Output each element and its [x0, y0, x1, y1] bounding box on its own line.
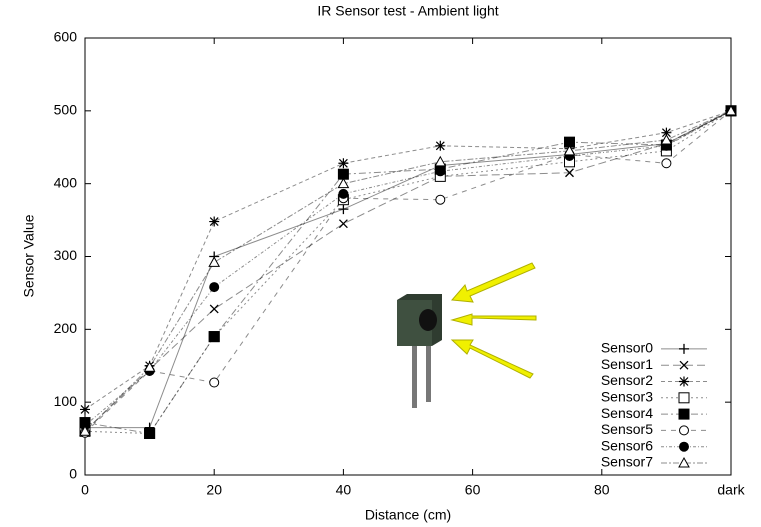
legend-marker [679, 425, 689, 436]
series-line [84, 110, 732, 410]
marker [434, 155, 447, 167]
legend-marker [679, 343, 689, 354]
legend-marker [678, 392, 690, 404]
legend-label: Sensor3 [601, 389, 653, 405]
x-tick-label: 20 [206, 482, 222, 498]
marker [338, 219, 348, 229]
sensor-leg [426, 340, 431, 402]
marker [208, 331, 220, 343]
x-tick-label: 0 [81, 482, 89, 498]
marker [80, 404, 90, 415]
chart-title: IR Sensor test - Ambient light [317, 3, 498, 19]
marker [144, 427, 156, 439]
legend-marker [678, 408, 690, 420]
legend-label: Sensor5 [601, 421, 653, 437]
y-axis-label: Sensor Value [21, 214, 37, 297]
marker [338, 204, 349, 215]
marker [725, 104, 737, 116]
series-line [84, 110, 732, 434]
series-line [85, 110, 732, 429]
marker [660, 133, 673, 145]
legend-label: Sensor4 [601, 405, 653, 421]
series-line [84, 110, 732, 434]
legend-marker [679, 441, 689, 452]
legend-marker [679, 360, 689, 370]
y-tick-label: 200 [54, 320, 78, 336]
marker [435, 194, 446, 205]
y-tick-label: 600 [54, 29, 78, 45]
x-tick-label: 40 [336, 482, 352, 498]
sensor-lens [419, 309, 437, 331]
marker [209, 216, 220, 227]
y-tick-label: 100 [54, 393, 78, 409]
x-tick-label: 80 [594, 482, 610, 498]
y-tick-label: 400 [54, 174, 78, 190]
marker [208, 256, 221, 267]
x-tick-label: 60 [465, 482, 481, 498]
legend-label: Sensor7 [601, 454, 653, 470]
marker [661, 127, 672, 138]
sensor-leg [412, 340, 417, 408]
y-tick-label: 0 [69, 466, 77, 482]
y-tick-label: 500 [54, 102, 78, 118]
sensor-illustration [397, 262, 537, 408]
legend-label: Sensor2 [601, 372, 653, 388]
y-tick-label: 300 [54, 247, 78, 263]
legend-label: Sensor1 [601, 356, 653, 372]
marker [79, 425, 91, 436]
legend-marker [679, 376, 689, 387]
series-line [84, 110, 732, 432]
marker [435, 166, 446, 177]
marker [563, 144, 576, 156]
series-line [84, 110, 732, 435]
marker [337, 177, 350, 189]
x-tick-label: dark [717, 482, 745, 498]
x-axis-label: Distance (cm) [365, 507, 451, 523]
series-line [84, 110, 732, 432]
light-arrows [450, 262, 537, 379]
marker [435, 140, 446, 151]
marker [661, 158, 672, 169]
marker [338, 158, 349, 169]
legend-label: Sensor6 [601, 437, 653, 453]
marker [565, 168, 574, 178]
marker [209, 377, 220, 388]
marker [143, 361, 156, 372]
legend-marker [678, 456, 690, 468]
legend-label: Sensor0 [601, 340, 653, 356]
marker [209, 282, 220, 293]
marker [209, 304, 219, 314]
marker [338, 188, 349, 199]
